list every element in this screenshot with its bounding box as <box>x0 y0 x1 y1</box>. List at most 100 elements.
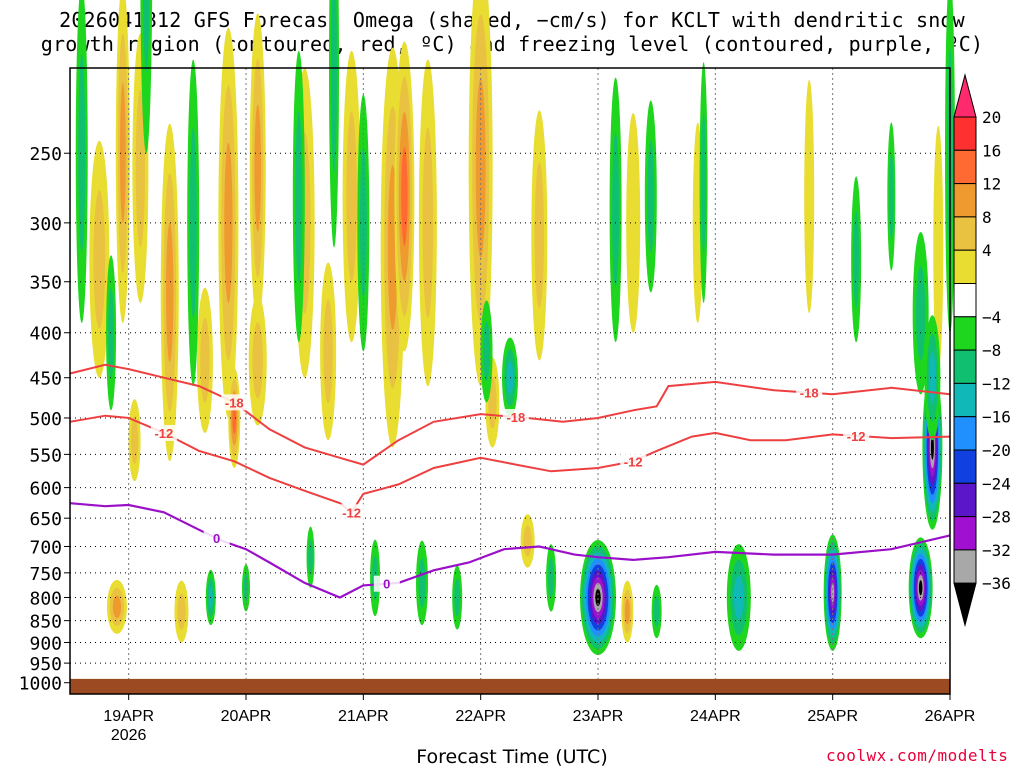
omega-cell <box>112 595 122 619</box>
omega-cell <box>78 54 86 253</box>
contour-label-bg <box>843 427 870 444</box>
omega-cell <box>243 573 249 602</box>
y-tick-label: 950 <box>29 654 62 675</box>
y-tick-label: 550 <box>29 445 62 466</box>
contour-label-bg <box>373 575 400 592</box>
colorbar-segment <box>953 449 977 484</box>
y-tick-label: 800 <box>29 588 62 609</box>
omega-cell <box>647 140 655 253</box>
colorbar-tick-label: −24 <box>982 474 1011 493</box>
omega-cell <box>929 351 936 404</box>
colorbar-tick-label: 16 <box>982 141 1001 160</box>
omega-cell <box>595 588 601 607</box>
y-tick-label: 650 <box>29 509 62 530</box>
omega-cell <box>108 287 114 378</box>
colorbar-segment <box>953 549 977 584</box>
contour-label-bg <box>620 453 647 470</box>
colorbar-tick-label: −28 <box>982 508 1011 527</box>
x-tick-label: 24APR <box>690 708 741 725</box>
omega-cell <box>323 299 333 404</box>
y-axis: 2503003504004505005506006507007508008509… <box>19 144 70 695</box>
omega-cell <box>612 132 620 288</box>
omega-cell <box>523 525 532 557</box>
colorbar-segment <box>953 149 977 185</box>
omega-cell <box>626 112 641 333</box>
colorbar-tick-label: 4 <box>982 241 992 260</box>
contour-label-bg <box>203 530 230 547</box>
colorbar-tick-label: −8 <box>982 341 1001 360</box>
colorbar-segment <box>953 516 977 551</box>
colorbar-tick-label: −12 <box>982 374 1011 393</box>
y-tick-label: 600 <box>29 479 62 500</box>
x-year-label: 2026 <box>111 727 147 744</box>
omega-cell <box>166 223 174 362</box>
y-tick-label: 400 <box>29 324 62 345</box>
y-tick-label: 300 <box>29 214 62 235</box>
omega-cell <box>701 112 706 253</box>
contour-label-bg <box>502 409 529 426</box>
omega-cell <box>135 89 146 247</box>
chart-title-line1: 2026041812 GFS Forecast Omega (shaded, −… <box>59 8 965 32</box>
x-tick-label: 20APR <box>221 708 272 725</box>
omega-cell <box>889 153 894 240</box>
site-credit[interactable]: coolwx.com/modelts <box>826 746 1009 765</box>
colorbar-segment <box>953 349 977 384</box>
x-axis-label: Forecast Time (UTC) <box>416 746 608 768</box>
y-tick-label: 850 <box>29 612 62 633</box>
colorbar-segment <box>953 283 977 318</box>
colorbar-tick-label: 12 <box>982 175 1001 194</box>
colorbar-segment <box>953 216 977 251</box>
contour-label-bg <box>338 504 365 521</box>
colorbar-segment <box>953 116 977 151</box>
contour-label-bg <box>150 424 177 441</box>
omega-cell <box>624 598 630 625</box>
contour-label: -12 <box>847 429 866 444</box>
x-tick-label: 23APR <box>573 708 624 725</box>
y-tick-label: 250 <box>29 144 62 165</box>
colorbar-arrow-top <box>953 73 977 118</box>
contour-label: -12 <box>342 505 361 520</box>
omega-cell <box>346 111 357 282</box>
contour-label-bg <box>221 394 248 411</box>
colorbar-arrow-bottom <box>953 582 977 628</box>
x-tick-label: 19APR <box>103 708 154 725</box>
colorbar-tick-label: −20 <box>982 441 1011 460</box>
y-tick-label: 450 <box>29 369 62 390</box>
colorbar-segment <box>953 316 977 351</box>
omega-cell <box>189 127 197 319</box>
omega-shading <box>75 0 955 655</box>
y-tick-label: 350 <box>29 273 62 294</box>
grid-lines <box>70 68 951 694</box>
colorbar-tick-label: −32 <box>982 541 1011 560</box>
colorbar-segment <box>953 249 977 284</box>
contour-label: -12 <box>624 454 643 469</box>
x-tick-label: 22APR <box>455 708 506 725</box>
omega-cell <box>653 595 660 628</box>
ground-fill <box>70 678 950 694</box>
omega-cell <box>252 322 263 399</box>
contour-line <box>69 414 951 514</box>
plot-frame <box>69 67 951 695</box>
contour-line <box>69 363 951 466</box>
contour-label: 0 <box>383 577 390 592</box>
contour-label: -18 <box>225 395 244 410</box>
omega-cell <box>308 539 313 576</box>
y-tick-label: 900 <box>29 633 62 654</box>
omega-cell <box>224 142 233 304</box>
omega-cell <box>548 558 554 598</box>
colorbar-tick-label: 20 <box>982 108 1001 127</box>
contour-label: -18 <box>800 386 819 401</box>
y-tick-label: 1000 <box>19 674 62 695</box>
omega-cell <box>418 558 426 608</box>
x-tick-label: 26APR <box>925 708 976 725</box>
omega-cell <box>853 210 860 308</box>
x-tick-label: 25APR <box>807 708 858 725</box>
chart-title-line2: growth region (contoured, red, ºC) and f… <box>40 32 984 56</box>
omega-cell <box>401 147 408 246</box>
contour-label: -18 <box>506 410 525 425</box>
y-tick-label: 700 <box>29 537 62 558</box>
omega-cell <box>483 321 491 382</box>
colorbar-segment <box>953 416 977 451</box>
omega-cell <box>933 125 944 370</box>
